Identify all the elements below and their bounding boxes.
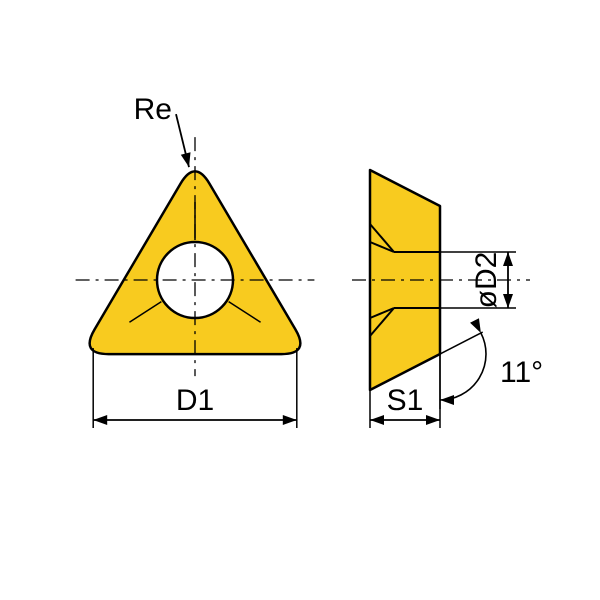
label-angle: 11° [500, 356, 543, 389]
label-d2: øD2 [470, 252, 503, 309]
label-re: Re [134, 93, 172, 126]
label-s1: S1 [387, 384, 424, 417]
side-view: S1 øD2 11° [352, 170, 543, 428]
insert-body-side [370, 170, 440, 390]
front-view: Re D1 [76, 93, 315, 428]
label-d1: D1 [176, 384, 214, 417]
